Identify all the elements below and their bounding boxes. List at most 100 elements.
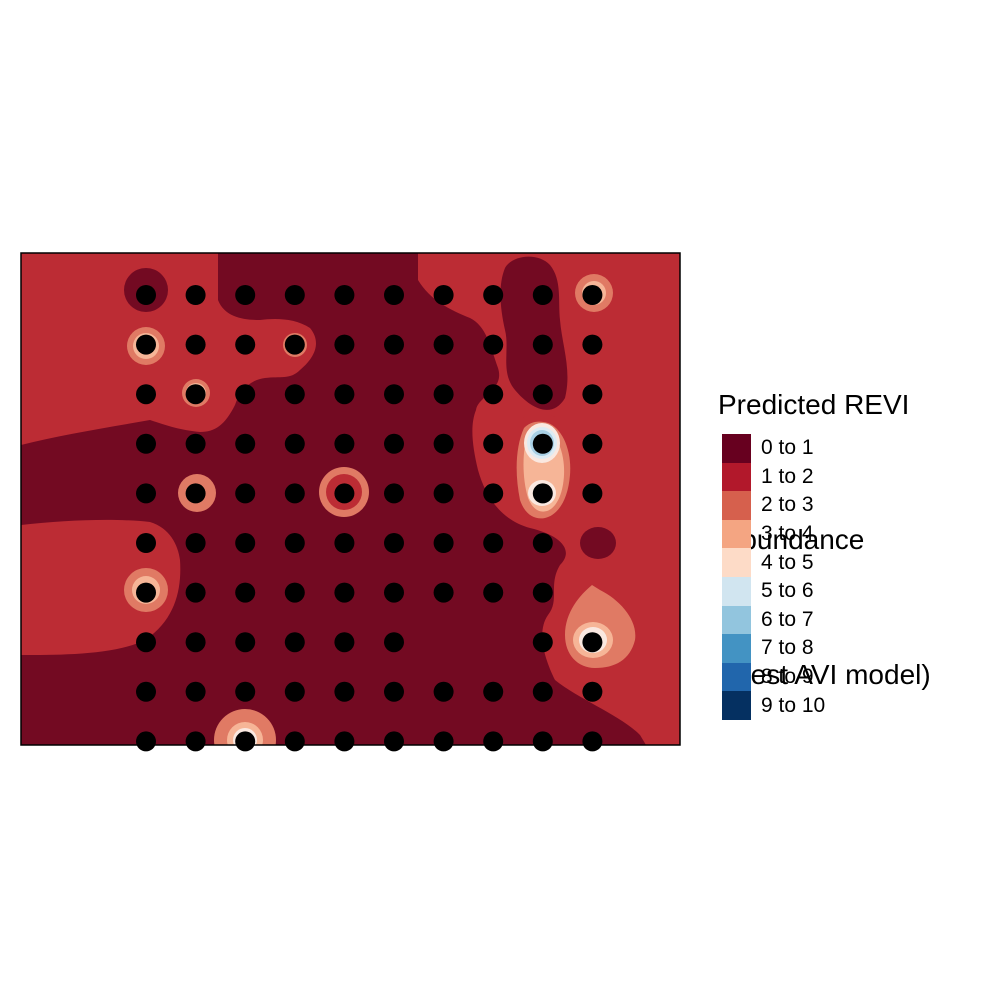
survey-point: [384, 533, 404, 553]
survey-point: [136, 632, 156, 653]
survey-point: [483, 384, 504, 405]
map-frame: [20, 252, 681, 746]
survey-point: [284, 731, 305, 752]
survey-point: [136, 681, 156, 702]
survey-point: [483, 285, 504, 305]
survey-point: [384, 632, 404, 653]
legend-label: 6 to 7: [761, 607, 814, 631]
survey-point: [483, 334, 504, 355]
survey-point: [483, 433, 504, 454]
survey-point: [235, 285, 256, 305]
survey-point: [185, 483, 206, 504]
legend-item-8-9: 8 to 9: [722, 662, 825, 692]
survey-point: [284, 384, 305, 405]
survey-point: [384, 731, 404, 752]
survey-point: [136, 433, 156, 454]
legend-item-3-4: 3 to 4: [722, 519, 825, 549]
survey-point: [532, 533, 553, 553]
survey-point: [235, 533, 256, 553]
survey-point: [136, 533, 156, 553]
survey-point: [136, 483, 156, 504]
legend-swatch: [722, 662, 751, 692]
survey-point: [384, 334, 404, 355]
survey-point: [384, 681, 404, 702]
legend-item-9-10: 9 to 10: [722, 691, 825, 720]
survey-point: [334, 433, 355, 454]
survey-point: [136, 731, 156, 752]
survey-point: [582, 731, 603, 752]
survey-point: [334, 632, 355, 653]
legend-swatch: [722, 605, 751, 635]
legend-title: Predicted REVI abundance (best AVI model…: [718, 292, 931, 742]
legend-swatch: [722, 548, 751, 577]
legend-item-7-8: 7 to 8: [722, 634, 825, 663]
survey-point: [284, 433, 305, 454]
legend-label: 3 to 4: [761, 522, 814, 546]
survey-point: [235, 334, 256, 355]
legend-label: 4 to 5: [761, 550, 814, 574]
survey-point: [384, 483, 404, 504]
survey-point: [433, 285, 454, 305]
survey-point: [334, 731, 355, 752]
survey-point: [185, 681, 206, 702]
legend-title-line-1: Predicted REVI: [718, 389, 910, 420]
survey-point: [532, 285, 553, 305]
survey-point: [185, 433, 206, 454]
survey-point: [433, 384, 454, 405]
survey-point: [185, 285, 206, 305]
survey-point: [433, 483, 454, 504]
survey-point: [532, 582, 553, 603]
region-0-1-spot: [580, 527, 616, 559]
legend-label: 0 to 1: [761, 436, 814, 460]
survey-point: [334, 285, 355, 305]
survey-point: [483, 731, 504, 752]
legend-item-2-3: 2 to 3: [722, 491, 825, 520]
survey-point: [235, 632, 256, 653]
survey-point: [235, 681, 256, 702]
survey-point: [235, 433, 256, 454]
survey-point: [185, 582, 206, 603]
survey-point: [384, 285, 404, 305]
legend-swatch: [722, 434, 751, 463]
survey-points: [136, 285, 603, 752]
survey-point: [532, 731, 553, 752]
legend: 0 to 1 1 to 2 2 to 3 3 to 4 4 to 5 5 to …: [722, 434, 825, 720]
survey-point: [532, 433, 553, 454]
survey-point: [185, 334, 206, 355]
survey-point: [284, 285, 305, 305]
survey-point: [284, 334, 305, 355]
legend-item-0-1: 0 to 1: [722, 434, 825, 463]
survey-point: [284, 582, 305, 603]
survey-point: [334, 681, 355, 702]
survey-point: [185, 731, 206, 752]
survey-point: [532, 384, 553, 405]
survey-point: [433, 582, 454, 603]
survey-point: [334, 483, 355, 504]
survey-point: [384, 433, 404, 454]
survey-point: [433, 731, 454, 752]
legend-swatch: [722, 519, 751, 549]
survey-point: [483, 483, 504, 504]
survey-point: [334, 582, 355, 603]
legend-label: 8 to 9: [761, 665, 814, 689]
survey-point: [136, 384, 156, 405]
survey-point: [384, 384, 404, 405]
survey-point: [235, 384, 256, 405]
legend-label: 5 to 6: [761, 579, 814, 603]
survey-point: [433, 433, 454, 454]
survey-point: [235, 582, 256, 603]
survey-point: [582, 483, 603, 504]
survey-point: [334, 533, 355, 553]
legend-label: 9 to 10: [761, 693, 826, 717]
legend-item-6-7: 6 to 7: [722, 605, 825, 635]
legend-swatch: [722, 462, 751, 492]
survey-point: [433, 533, 454, 553]
survey-point: [334, 384, 355, 405]
legend-label: 2 to 3: [761, 493, 814, 517]
survey-point: [185, 632, 206, 653]
legend-swatch: [722, 491, 751, 520]
legend-item-5-6: 5 to 6: [722, 576, 825, 606]
survey-point: [532, 681, 553, 702]
survey-point: [483, 533, 504, 553]
